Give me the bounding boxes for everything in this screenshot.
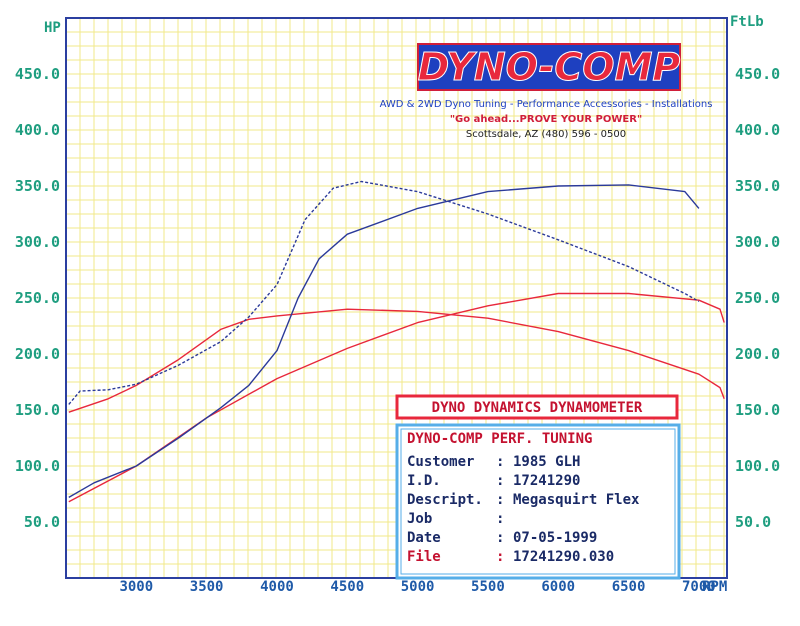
- y-left-tick-label: 300.0: [15, 233, 60, 251]
- y-right-tick-label: 350.0: [735, 177, 780, 195]
- x-tick-label: 7000: [682, 579, 716, 595]
- logo-slogan: "Go ahead...PROVE YOUR POWER": [450, 114, 642, 125]
- x-tick-label: 6000: [541, 579, 575, 595]
- y-right-tick-label: 200.0: [735, 345, 780, 363]
- ticks-layer: 50.0 100.0 150.0 200.0 250.0 300.0 350.0 400.0 4…: [15, 65, 780, 595]
- x-axis-title: RPM: [702, 579, 727, 595]
- info-rows: Customer:1985 GLHI.D.:17241290Descript.:…: [407, 454, 640, 565]
- header-box: [395, 394, 679, 420]
- y-left-tick-label: 200.0: [15, 345, 60, 363]
- info-row-separator: :: [496, 549, 504, 565]
- y-left-tick-label: 50.0: [24, 513, 60, 531]
- y-right-tick-label: 450.0: [735, 65, 780, 83]
- y-left-axis-title: HP: [44, 20, 61, 36]
- y-right-tick-label: 250.0: [735, 289, 780, 307]
- x-tick-label: 6500: [612, 579, 646, 595]
- y-right-axis-title: FtLb: [730, 14, 764, 30]
- x-tick-label: 3500: [190, 579, 224, 595]
- series-line-4: [68, 180, 700, 405]
- logo-banner: [417, 43, 681, 91]
- dyno-comp-logo: DYNO-COMP: [417, 43, 681, 91]
- info-box-title: DYNO-COMP PERF. TUNING: [407, 431, 592, 447]
- info-row-value: Megasquirt Flex: [513, 492, 640, 508]
- y-left-tick-label: 150.0: [15, 401, 60, 419]
- info-row-label: Descript.: [407, 492, 483, 508]
- y-left-tick-label: 400.0: [15, 121, 60, 139]
- info-row-label: File: [407, 549, 441, 565]
- header-box-title: DYNO DYNAMICS DYNAMOMETER: [432, 400, 643, 416]
- info-row-separator: :: [496, 492, 504, 508]
- y-right-tick-label: 400.0: [735, 121, 780, 139]
- y-left-tick-label: 450.0: [15, 65, 60, 83]
- info-row-separator: :: [496, 473, 504, 489]
- x-tick-label: 3000: [119, 579, 153, 595]
- info-box-inner: [400, 428, 676, 575]
- x-tick-label: 5500: [471, 579, 505, 595]
- x-tick-label: 4500: [330, 579, 364, 595]
- y-right-tick-label: 300.0: [735, 233, 780, 251]
- y-left-tick-label: 250.0: [15, 289, 60, 307]
- y-left-tick-label: 100.0: [15, 457, 60, 475]
- y-right-tick-label: 50.0: [735, 513, 771, 531]
- info-row-value: 17241290.030: [513, 549, 614, 565]
- x-tick-label: 5000: [401, 579, 435, 595]
- info-row-value: 07-05-1999: [513, 530, 597, 546]
- info-row-label: Job: [407, 511, 432, 527]
- series-line-3: [68, 184, 700, 499]
- logo-name: DYNO-COMP: [418, 45, 681, 89]
- y-right-tick-label: 150.0: [735, 401, 780, 419]
- logo-services: AWD & 2WD Dyno Tuning - Performance Acce…: [380, 99, 713, 110]
- series-line-2: [68, 308, 725, 413]
- info-row-separator: :: [496, 530, 504, 546]
- y-left-tick-label: 350.0: [15, 177, 60, 195]
- info-box: [395, 423, 681, 580]
- info-row-label: Customer: [407, 454, 474, 470]
- info-row-label: Date: [407, 530, 441, 546]
- info-row-separator: :: [496, 511, 504, 527]
- x-tick-label: 4000: [260, 579, 294, 595]
- info-row-separator: :: [496, 454, 504, 470]
- y-right-tick-label: 100.0: [735, 457, 780, 475]
- info-row-value: 1985 GLH: [513, 454, 580, 470]
- info-row-value: 17241290: [513, 473, 580, 489]
- info-row-label: I.D.: [407, 473, 441, 489]
- series-layer: [68, 180, 725, 503]
- logo-address: Scottsdale, AZ (480) 596 - 0500: [466, 129, 626, 140]
